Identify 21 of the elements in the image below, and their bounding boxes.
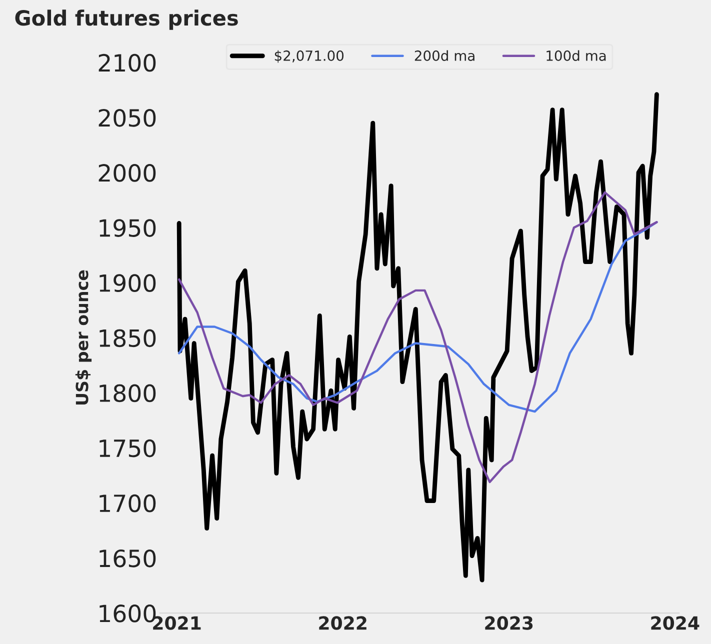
chart-title: Gold futures prices: [15, 10, 238, 30]
y-tick-label: 1900: [100, 274, 156, 292]
y-tick-label: 1850: [100, 329, 156, 348]
line-series: [178, 221, 658, 413]
x-tick-label: 2022: [319, 616, 366, 630]
y-tick-label: 1800: [100, 384, 156, 402]
x-tick-label: 2024: [651, 616, 700, 630]
y-axis-title: US$ per ounce: [75, 270, 92, 405]
y-tick-label: 2000: [98, 164, 156, 182]
y-tick-label: 1650: [100, 549, 156, 568]
y-tick-label: 1950: [100, 219, 156, 237]
y-tick-label: 1750: [100, 439, 156, 458]
y-tick-label: 2100: [98, 54, 156, 72]
legend-label: 200d ma: [414, 50, 474, 61]
line-series: [178, 191, 658, 484]
x-tick-label: 2023: [485, 616, 533, 630]
legend-label: 100d ma: [546, 50, 606, 61]
y-tick-label: 2050: [98, 108, 156, 127]
y-tick-label: 1700: [100, 494, 156, 512]
line-series: [176, 92, 659, 582]
legend-label: $2,071.00: [274, 50, 344, 63]
